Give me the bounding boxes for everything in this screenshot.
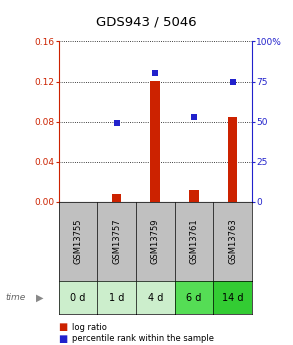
Bar <box>189 190 199 202</box>
Text: 4 d: 4 d <box>148 293 163 303</box>
Text: percentile rank within the sample: percentile rank within the sample <box>72 334 214 343</box>
Text: GDS943 / 5046: GDS943 / 5046 <box>96 16 197 29</box>
Text: GSM13763: GSM13763 <box>228 219 237 264</box>
Text: 0 d: 0 d <box>70 293 86 303</box>
Text: 6 d: 6 d <box>186 293 202 303</box>
Text: ■: ■ <box>59 322 68 332</box>
Text: time: time <box>6 293 26 302</box>
Text: GSM13755: GSM13755 <box>74 219 82 264</box>
Text: ▶: ▶ <box>36 293 43 303</box>
Bar <box>151 80 160 202</box>
Text: ■: ■ <box>59 334 68 344</box>
Text: GSM13761: GSM13761 <box>190 219 198 264</box>
Text: 14 d: 14 d <box>222 293 243 303</box>
Text: 1 d: 1 d <box>109 293 124 303</box>
Text: GSM13757: GSM13757 <box>112 219 121 264</box>
Text: GSM13759: GSM13759 <box>151 219 160 264</box>
Bar <box>112 194 121 202</box>
Bar <box>228 117 238 202</box>
Text: log ratio: log ratio <box>72 323 107 332</box>
